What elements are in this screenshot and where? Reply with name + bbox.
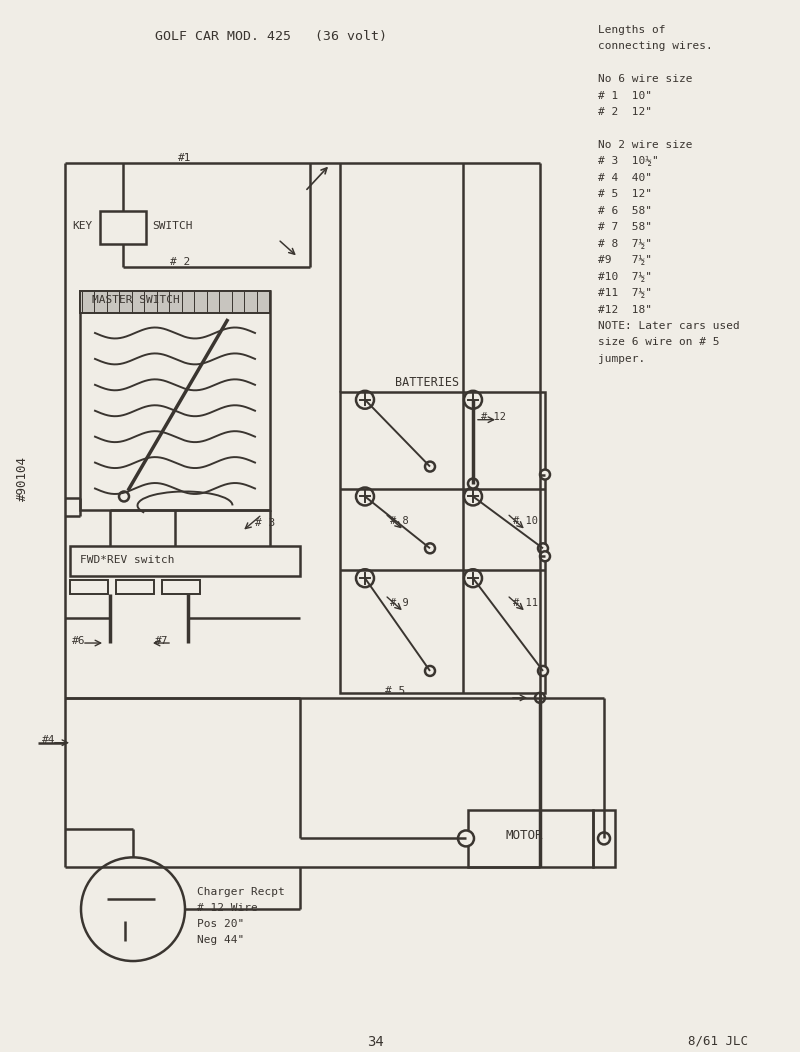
Text: # 12 Wire: # 12 Wire — [197, 904, 258, 913]
Text: #90104: #90104 — [15, 456, 29, 501]
Circle shape — [425, 666, 435, 676]
Text: #11  7½": #11 7½" — [598, 288, 652, 298]
Text: # 9: # 9 — [390, 599, 409, 608]
Text: # 1  10": # 1 10" — [598, 90, 652, 101]
Text: # 5: # 5 — [385, 686, 406, 695]
Text: 34: 34 — [366, 1035, 383, 1049]
Text: Charger Recpt: Charger Recpt — [197, 887, 285, 897]
Text: KEY: KEY — [72, 221, 92, 231]
Bar — [70, 546, 300, 576]
Circle shape — [535, 693, 545, 703]
Text: # 8  7½": # 8 7½" — [598, 239, 652, 248]
Text: #9   7½": #9 7½" — [598, 256, 652, 265]
Text: # 6  58": # 6 58" — [598, 206, 652, 216]
Text: connecting wires.: connecting wires. — [598, 41, 713, 52]
Text: #1: #1 — [178, 153, 191, 162]
Text: size 6 wire on # 5: size 6 wire on # 5 — [598, 338, 719, 347]
Text: MOTOR: MOTOR — [506, 829, 543, 843]
Circle shape — [425, 462, 435, 471]
Text: # 3  10½": # 3 10½" — [598, 157, 658, 166]
Text: # 3: # 3 — [255, 519, 275, 528]
Circle shape — [119, 491, 129, 502]
Text: # 5  12": # 5 12" — [598, 189, 652, 200]
Text: #12  18": #12 18" — [598, 305, 652, 315]
Text: # 4  40": # 4 40" — [598, 173, 652, 183]
Text: BATTERIES: BATTERIES — [395, 376, 459, 389]
Bar — [162, 581, 200, 594]
Bar — [593, 810, 615, 867]
Text: #6: #6 — [72, 636, 86, 646]
Text: # 10: # 10 — [513, 517, 538, 526]
Circle shape — [538, 666, 548, 676]
Bar — [116, 581, 154, 594]
Circle shape — [540, 551, 550, 562]
Bar — [70, 581, 108, 594]
Circle shape — [538, 543, 548, 553]
Circle shape — [81, 857, 185, 962]
Circle shape — [598, 832, 610, 845]
Circle shape — [425, 543, 435, 553]
Text: Lengths of: Lengths of — [598, 25, 666, 35]
Text: SWITCH: SWITCH — [152, 221, 193, 231]
Text: Neg 44": Neg 44" — [197, 935, 244, 945]
Text: FWD*REV switch: FWD*REV switch — [80, 555, 174, 565]
Text: #7: #7 — [155, 636, 169, 646]
Text: # 2  12": # 2 12" — [598, 107, 652, 117]
Text: # 12: # 12 — [481, 411, 506, 422]
Text: Pos 20": Pos 20" — [197, 919, 244, 929]
Bar — [100, 211, 146, 244]
Text: # 2: # 2 — [170, 257, 190, 267]
Bar — [468, 810, 593, 867]
Text: #4: #4 — [42, 734, 55, 745]
Bar — [80, 291, 270, 510]
Bar — [80, 291, 270, 313]
Text: # 7  58": # 7 58" — [598, 222, 652, 232]
Circle shape — [468, 479, 478, 488]
Text: NOTE: Later cars used: NOTE: Later cars used — [598, 321, 740, 331]
Circle shape — [540, 469, 550, 480]
Bar — [340, 391, 545, 693]
Circle shape — [458, 830, 474, 847]
Text: No 2 wire size: No 2 wire size — [598, 140, 693, 150]
Text: #10  7½": #10 7½" — [598, 271, 652, 282]
Text: jumper.: jumper. — [598, 353, 646, 364]
Text: # 8: # 8 — [390, 517, 409, 526]
Text: # 11: # 11 — [513, 599, 538, 608]
Text: MASTER SWITCH: MASTER SWITCH — [92, 296, 180, 305]
Text: GOLF CAR MOD. 425   (36 volt): GOLF CAR MOD. 425 (36 volt) — [155, 29, 387, 43]
Text: No 6 wire size: No 6 wire size — [598, 75, 693, 84]
Text: 8/61 JLC: 8/61 JLC — [688, 1035, 748, 1048]
